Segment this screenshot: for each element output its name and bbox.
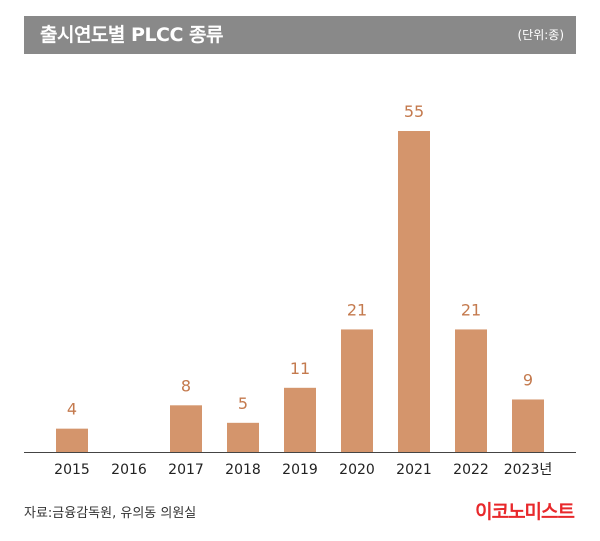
bar-2019 <box>284 387 316 452</box>
value-label-2021: 55 <box>404 102 424 121</box>
bar-2022 <box>455 329 487 452</box>
value-label-2017: 8 <box>181 376 191 395</box>
value-label-2023년: 9 <box>523 370 533 389</box>
x-tick-label-2020: 2020 <box>339 462 375 478</box>
value-label-2022: 21 <box>461 300 481 319</box>
bar-2015 <box>56 428 88 452</box>
x-tick-label-2017: 2017 <box>168 462 204 478</box>
x-tick-label-2016: 2016 <box>111 462 147 478</box>
source-note: 자료:금융감독원, 유의동 의원실 <box>24 506 197 521</box>
publisher-logo: 이코노미스트 <box>475 501 575 523</box>
bar-2018 <box>227 422 259 452</box>
title-bar: 출시연도별 PLCC 종류 (단위:종) <box>24 16 576 54</box>
value-label-2019: 11 <box>290 359 310 378</box>
bar-2017 <box>170 405 202 452</box>
value-label-2015: 4 <box>67 400 77 419</box>
x-tick-label-2015: 2015 <box>54 462 90 478</box>
value-label-2020: 21 <box>347 300 367 319</box>
value-label-2018: 5 <box>238 394 248 413</box>
chart-title: 출시연도별 PLCC 종류 <box>40 24 224 46</box>
bar-2020 <box>341 329 373 452</box>
x-tick-label-2019: 2019 <box>282 462 318 478</box>
x-tick-label-2023년: 2023년 <box>504 462 553 478</box>
x-tick-label-2022: 2022 <box>453 462 489 478</box>
x-tick-label-2021: 2021 <box>396 462 432 478</box>
unit-label: (단위:종) <box>517 28 564 42</box>
bar-2021 <box>398 131 430 452</box>
x-tick-label-2018: 2018 <box>225 462 261 478</box>
bar-2023년 <box>512 399 544 452</box>
